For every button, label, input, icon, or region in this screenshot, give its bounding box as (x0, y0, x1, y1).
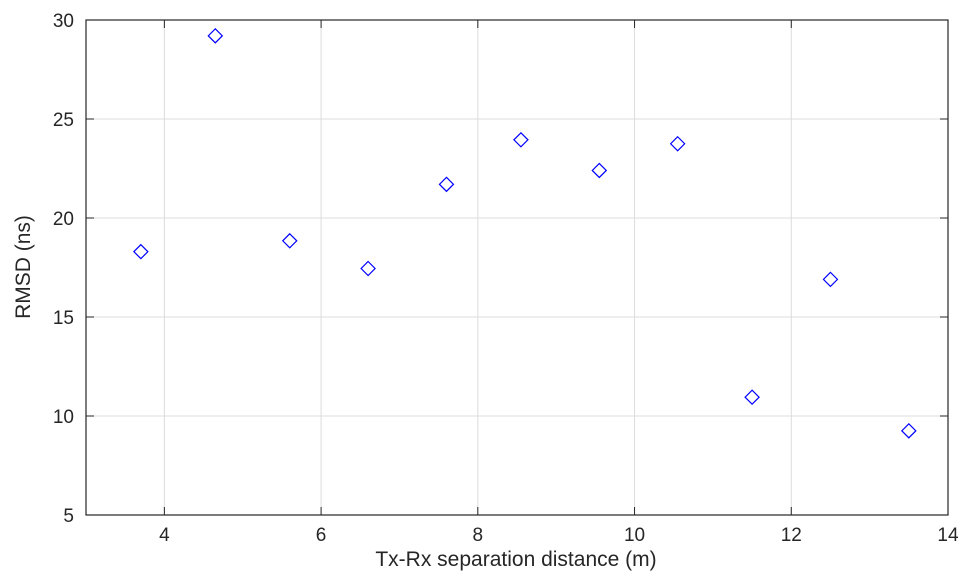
x-tick-label: 14 (937, 525, 959, 546)
data-point-diamond (822, 271, 839, 288)
x-tick-label: 10 (624, 525, 645, 546)
data-point-diamond (207, 27, 224, 44)
y-axis-label: RMSD (ns) (12, 215, 35, 319)
x-tick-label: 12 (781, 525, 802, 546)
y-tick-label: 20 (53, 209, 74, 230)
x-tick-label: 6 (316, 525, 327, 546)
x-tick-label: 4 (159, 525, 170, 546)
data-point-diamond (669, 135, 686, 152)
data-point-diamond (360, 260, 376, 277)
data-point-diamond (744, 389, 760, 406)
data-point-diamond (281, 232, 298, 249)
data-points (133, 27, 917, 439)
axis-ticks: 4 6 8 10 12 14 5 10 15 20 25 30 (53, 11, 959, 546)
data-point-diamond (513, 131, 529, 148)
data-point-diamond (591, 162, 608, 179)
data-point-diamond (900, 423, 917, 439)
data-point-diamond (438, 176, 455, 193)
y-tick-label: 25 (53, 110, 74, 131)
y-tick-label: 5 (63, 506, 74, 527)
y-tick-label: 30 (53, 11, 74, 32)
x-axis-label: Tx-Rx separation distance (m) (375, 548, 656, 571)
x-tick-label: 8 (473, 525, 484, 546)
plot-area-frame (85, 19, 949, 516)
data-point-diamond (133, 243, 149, 260)
y-tick-label: 15 (53, 308, 74, 329)
y-tick-label: 10 (53, 407, 74, 428)
